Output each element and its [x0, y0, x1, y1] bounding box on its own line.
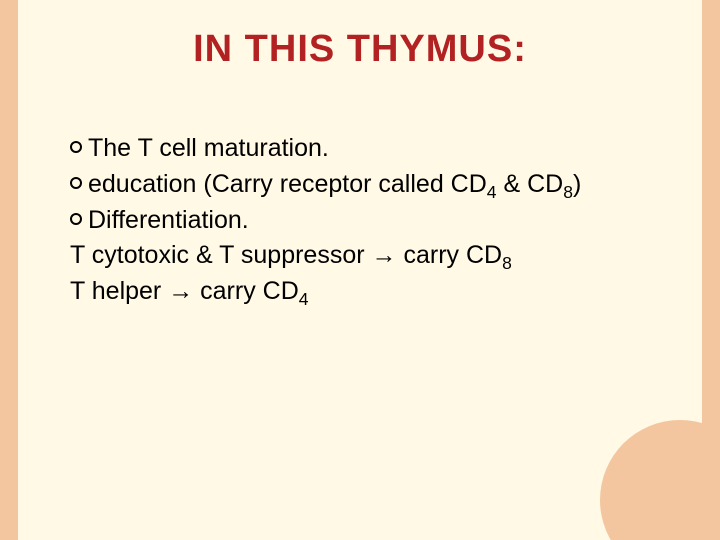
body-line: education (Carry receptor called CD4 & C…: [70, 168, 660, 202]
border-left: [0, 0, 18, 540]
body-text: T helper → carry CD4: [70, 277, 309, 305]
bullet-icon: [70, 141, 82, 153]
bullet-icon: [70, 177, 82, 189]
body-line: The T cell maturation.: [70, 132, 660, 166]
body-line: T helper → carry CD4: [70, 275, 660, 309]
body-text: T cytotoxic & T suppressor → carry CD8: [70, 241, 512, 269]
slide-body: The T cell maturation. education (Carry r…: [70, 130, 660, 311]
slide: IN THIS THYMUS: The T cell maturation. ed…: [0, 0, 720, 540]
body-text: education (Carry receptor called CD4 & C…: [88, 170, 581, 198]
slide-title: IN THIS THYMUS:: [0, 28, 720, 71]
body-text: The T cell maturation.: [88, 134, 329, 162]
body-line: T cytotoxic & T suppressor → carry CD8: [70, 239, 660, 273]
body-text: Differentiation.: [88, 206, 249, 234]
body-line: Differentiation.: [70, 204, 660, 238]
bullet-icon: [70, 213, 82, 225]
corner-circle: [600, 420, 720, 540]
